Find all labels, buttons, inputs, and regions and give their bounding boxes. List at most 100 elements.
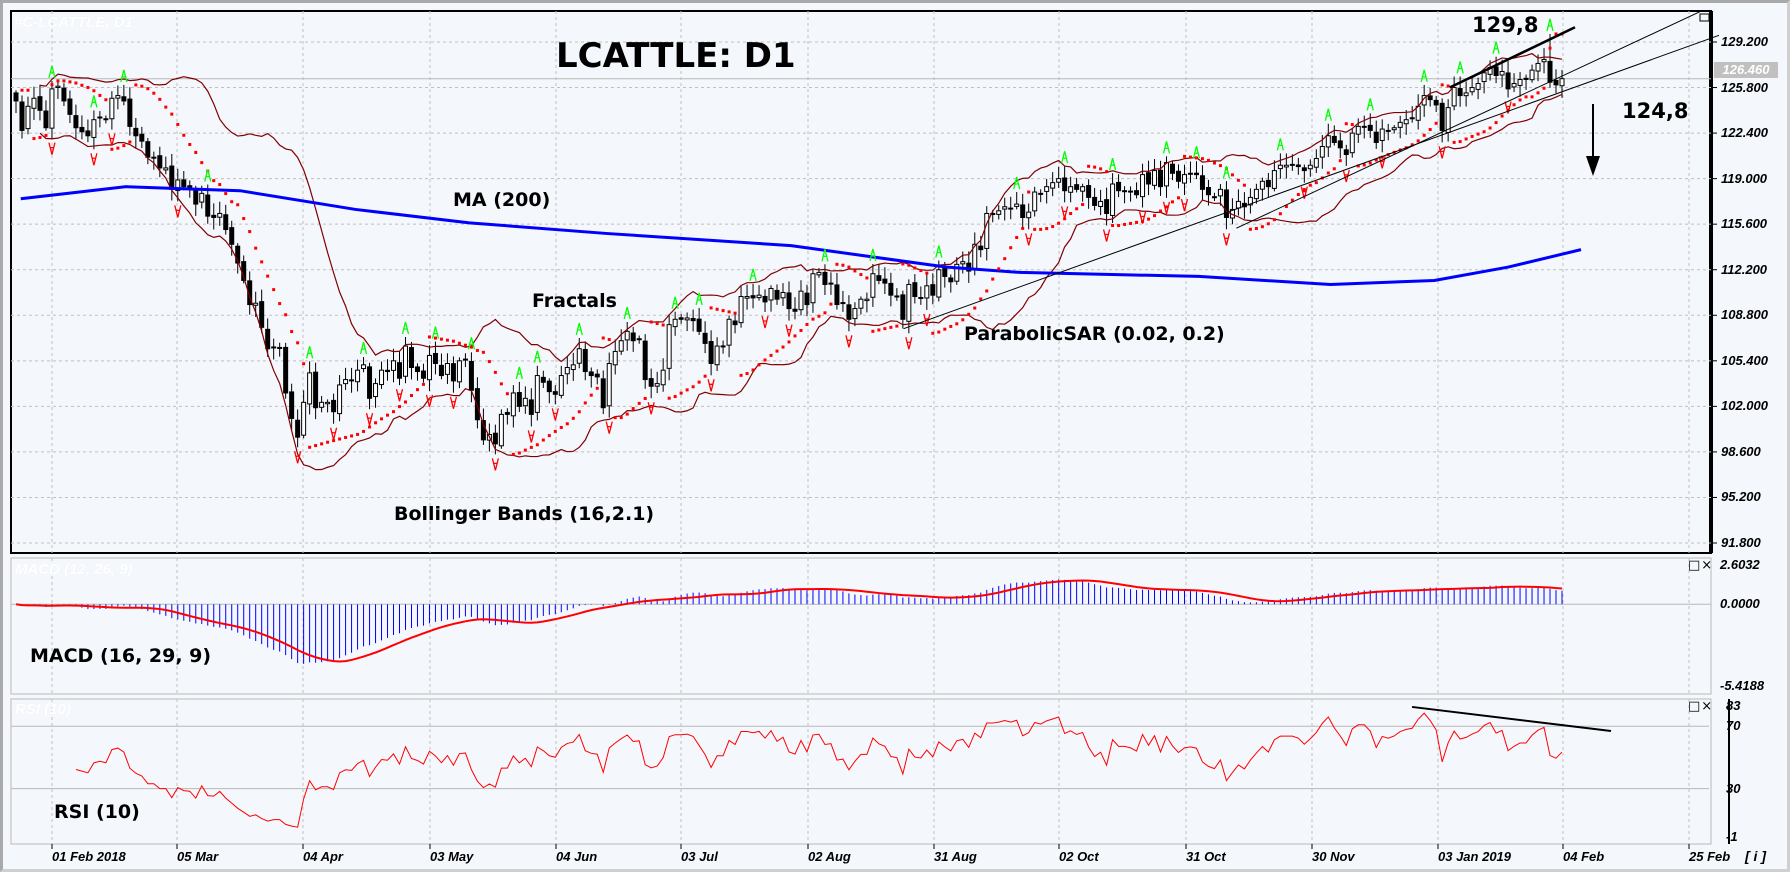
parabolic-sar [20,32,1564,456]
candle-body [355,369,361,383]
sar-dot [775,349,779,353]
fractal-down-icon [48,142,56,155]
fractal-up-icon [821,249,829,262]
ma200-line [20,185,1582,286]
candle-body [1223,189,1229,218]
candle-body [828,282,834,285]
candle-body [1253,188,1259,200]
sar-dot [1302,188,1306,192]
sar-dot [1033,227,1037,231]
candle-body [924,285,930,299]
sar-dot [727,310,731,314]
rsi-line [75,712,1563,828]
fractal-down-icon [1504,101,1512,114]
fractal-up-icon [467,337,476,350]
candle-body [1014,203,1020,207]
sar-dot [907,263,911,267]
fractal-down-icon [1138,211,1147,224]
sar-dot [607,338,611,342]
sar-dot [326,440,330,444]
candle-body [289,391,295,419]
sar-dot [829,302,833,306]
fractal-down-icon [905,337,913,350]
sar-dot [637,401,641,405]
candle-body [1547,60,1553,83]
sar-dot [949,324,953,328]
sar-dot [1111,223,1115,227]
candle-body [265,328,271,350]
info-button[interactable]: [ i ] [1745,848,1766,864]
sar-dot [158,97,162,101]
sar-dot [332,439,336,443]
sar-dot [433,336,437,340]
sar-dot [559,425,563,429]
rsi-tick-label: 30 [1726,780,1741,796]
candle-body [918,296,924,299]
candle-body [756,294,762,299]
candle-body [738,296,744,324]
candle-body [1259,180,1265,190]
fractal-down-icon [108,133,116,146]
sar-dot [1063,217,1067,221]
candle-body [642,340,648,381]
sar-dot [475,348,479,352]
sar-dot [272,288,276,292]
fractal-down-icon [1102,229,1111,242]
rsi-panel-border [10,698,1712,845]
bollinger-label: Bollinger Bands (16,2.1) [394,503,655,525]
candle-body [133,127,139,137]
sar-dot [1446,84,1450,88]
candle-body [1050,182,1056,189]
sar-dot [266,274,270,278]
sar-dot [757,363,761,367]
candle-body [1541,58,1547,63]
candle-body [1343,149,1349,156]
candle-body [1283,164,1289,168]
candle-body [516,392,522,407]
candle-body [1092,196,1098,206]
sar-dot [1410,143,1414,147]
sar-dot [116,146,120,150]
rsi-panel-buttons[interactable]: □× [1688,699,1714,714]
sar-dot [409,393,413,397]
candle-body [343,379,349,385]
candle-body [373,383,379,398]
candle-body [510,392,516,417]
candle-body [181,179,187,188]
sar-dot [176,122,180,126]
sar-dot [1464,137,1468,141]
sar-dot [613,416,617,420]
sar-dot [302,362,306,366]
sar-dot [140,84,144,88]
sar-dot [182,133,186,137]
sar-dot [457,341,461,345]
fractal-up-icon [1366,98,1374,111]
sar-dot [110,147,114,151]
sar-dot [679,391,683,395]
sar-dot [685,388,689,392]
fractal-up-icon [749,268,757,282]
sar-dot [68,80,72,84]
sar-dot [961,318,965,322]
candle-body [810,273,816,304]
sar-dot [218,183,222,187]
candle-body [1020,204,1026,218]
sar-dot [793,334,797,338]
candle-body [906,283,912,322]
candle-body [1181,174,1187,184]
candle-body [1068,186,1074,193]
sar-dot [1248,227,1252,231]
macd-panel-buttons[interactable]: □× [1688,558,1714,573]
price-tick-label: 122.400 [1721,125,1768,141]
fractal-down-icon [1438,146,1446,159]
fractal-up-icon [204,169,212,182]
sar-dot [1051,225,1055,229]
candle-body [31,97,37,109]
sar-dot [200,161,204,165]
candle-body [1433,99,1439,106]
fractal-up-icon [1013,176,1021,190]
candle-body [1481,72,1487,83]
candle-body [1158,169,1164,188]
